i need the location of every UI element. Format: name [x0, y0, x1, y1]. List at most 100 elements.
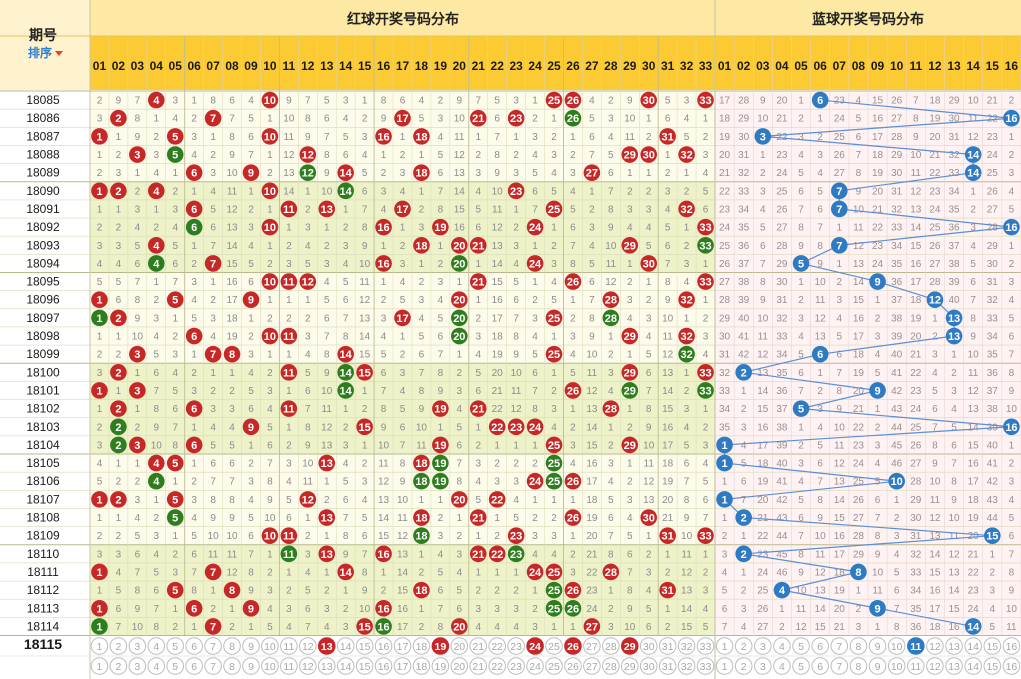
- red-pick-option[interactable]: 10: [261, 637, 279, 655]
- pick-circle[interactable]: [639, 637, 658, 655]
- pick-circle[interactable]: [887, 637, 906, 655]
- pick-circle[interactable]: [792, 637, 810, 655]
- pick-number[interactable]: 15: [359, 661, 371, 673]
- red-pick-option[interactable]: 30: [639, 657, 658, 675]
- pick-number[interactable]: 3: [134, 661, 140, 673]
- blue-pick-option[interactable]: 14: [964, 657, 982, 675]
- pick-number[interactable]: 12: [929, 641, 941, 653]
- red-pick-option[interactable]: 13: [317, 657, 336, 675]
- red-pick-option[interactable]: 21: [469, 637, 488, 655]
- red-pick-option[interactable]: 3: [128, 637, 147, 655]
- pick-circle[interactable]: [223, 637, 241, 655]
- pick-circle[interactable]: [299, 657, 317, 675]
- pick-number[interactable]: 12: [302, 661, 314, 673]
- pick-circle[interactable]: [545, 637, 563, 655]
- pick-circle[interactable]: [488, 637, 506, 655]
- pick-circle[interactable]: [336, 657, 355, 675]
- red-pick-option[interactable]: 32: [677, 657, 696, 675]
- pick-circle[interactable]: [1002, 637, 1021, 655]
- blue-pick-option[interactable]: 6: [811, 657, 829, 675]
- pick-circle[interactable]: [868, 657, 887, 675]
- pick-circle[interactable]: [887, 657, 906, 675]
- blue-pick-option[interactable]: 10: [887, 637, 906, 655]
- pick-number[interactable]: 19: [435, 661, 447, 673]
- pick-number[interactable]: 33: [700, 641, 712, 653]
- pick-circle[interactable]: [620, 657, 639, 675]
- red-pick-option[interactable]: 7: [204, 657, 222, 675]
- pick-circle[interactable]: [355, 637, 374, 655]
- red-pick-option[interactable]: 16: [374, 637, 393, 655]
- pick-circle[interactable]: [431, 637, 450, 655]
- red-pick-option[interactable]: 27: [583, 657, 601, 675]
- pick-number[interactable]: 20: [453, 641, 465, 653]
- red-pick-option[interactable]: 17: [393, 657, 412, 675]
- pick-circle[interactable]: [109, 637, 128, 655]
- pick-number[interactable]: 22: [491, 641, 503, 653]
- pick-number[interactable]: 7: [836, 641, 842, 653]
- pick-circle[interactable]: [109, 657, 128, 675]
- pick-number[interactable]: 1: [722, 661, 728, 673]
- pick-number[interactable]: 4: [153, 641, 159, 653]
- pick-circle[interactable]: [90, 657, 109, 675]
- pick-number[interactable]: 24: [529, 661, 541, 673]
- pick-circle[interactable]: [412, 637, 431, 655]
- pick-number[interactable]: 18: [416, 661, 428, 673]
- red-pick-option[interactable]: 14: [336, 657, 355, 675]
- pick-circle[interactable]: [677, 657, 696, 675]
- pick-circle[interactable]: [602, 657, 620, 675]
- blue-pick-option[interactable]: 13: [945, 657, 963, 675]
- pick-number[interactable]: 8: [229, 661, 235, 673]
- pick-circle[interactable]: [849, 637, 868, 655]
- red-pick-option[interactable]: 6: [185, 657, 203, 675]
- pick-number[interactable]: 3: [760, 641, 766, 653]
- red-pick-option[interactable]: 18: [412, 637, 431, 655]
- blue-pick-option[interactable]: 1: [715, 637, 734, 655]
- red-pick-option[interactable]: 33: [696, 637, 715, 655]
- pick-number[interactable]: 1: [97, 661, 103, 673]
- pick-circle[interactable]: [658, 657, 677, 675]
- pick-circle[interactable]: [526, 637, 544, 655]
- red-pick-option[interactable]: 8: [223, 657, 241, 675]
- blue-pick-option[interactable]: 15: [983, 637, 1002, 655]
- red-pick-option[interactable]: 14: [336, 637, 355, 655]
- pick-circle[interactable]: [223, 657, 241, 675]
- blue-pick-option[interactable]: 14: [964, 637, 982, 655]
- pick-circle[interactable]: [734, 657, 753, 675]
- pick-number[interactable]: 15: [986, 641, 998, 653]
- pick-circle[interactable]: [526, 657, 544, 675]
- pick-circle[interactable]: [128, 637, 147, 655]
- pick-number[interactable]: 15: [986, 661, 998, 673]
- pick-number[interactable]: 31: [662, 661, 674, 673]
- red-pick-option[interactable]: 20: [450, 637, 469, 655]
- red-pick-option[interactable]: 21: [469, 657, 488, 675]
- pick-circle[interactable]: [849, 657, 868, 675]
- red-pick-option[interactable]: 31: [658, 637, 677, 655]
- red-pick-option[interactable]: 5: [166, 637, 185, 655]
- pick-circle[interactable]: [147, 637, 166, 655]
- blue-pick-option[interactable]: 10: [887, 657, 906, 675]
- pick-number[interactable]: 11: [283, 641, 294, 653]
- pick-number[interactable]: 27: [586, 641, 598, 653]
- red-pick-option[interactable]: 27: [583, 637, 601, 655]
- blue-pick-option[interactable]: 9: [868, 657, 887, 675]
- pick-circle[interactable]: [696, 657, 715, 675]
- red-pick-option[interactable]: 22: [488, 657, 506, 675]
- pick-circle[interactable]: [488, 657, 506, 675]
- red-pick-option[interactable]: 9: [242, 637, 260, 655]
- pick-circle[interactable]: [983, 637, 1002, 655]
- pick-circle[interactable]: [204, 657, 222, 675]
- pick-circle[interactable]: [317, 657, 336, 675]
- blue-pick-option[interactable]: 13: [945, 637, 963, 655]
- red-pick-option[interactable]: 12: [299, 637, 317, 655]
- red-pick-option[interactable]: 4: [147, 657, 166, 675]
- pick-circle[interactable]: [204, 637, 222, 655]
- pick-circle[interactable]: [811, 657, 829, 675]
- pick-number[interactable]: 1: [97, 641, 103, 653]
- pick-number[interactable]: 14: [340, 661, 352, 673]
- pick-number[interactable]: 12: [302, 641, 314, 653]
- pick-number[interactable]: 13: [948, 641, 960, 653]
- pick-number[interactable]: 10: [264, 641, 276, 653]
- red-pick-option[interactable]: 11: [280, 657, 298, 675]
- pick-number[interactable]: 13: [948, 661, 960, 673]
- pick-number[interactable]: 31: [662, 641, 674, 653]
